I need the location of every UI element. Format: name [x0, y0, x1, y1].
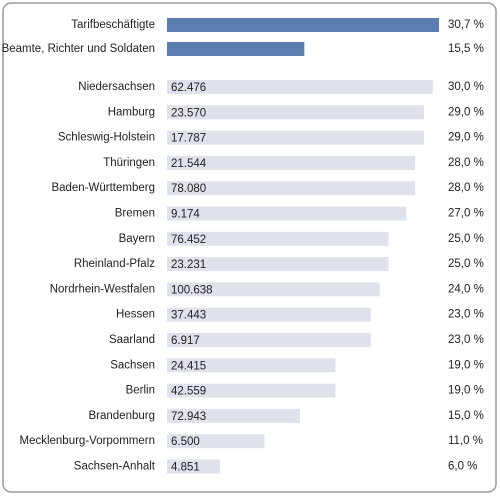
category-label: Rheinland-Pfalz [74, 258, 155, 270]
bar [167, 408, 300, 423]
count-label: 37.443 [171, 310, 206, 322]
value-label: 23,0 % [448, 334, 484, 346]
category-label: Saarland [109, 334, 155, 346]
bar [167, 257, 389, 272]
count-label: 17.787 [171, 133, 206, 145]
value-label: 27,0 % [448, 208, 484, 220]
bar [167, 459, 221, 474]
category-label: Bremen [115, 208, 155, 220]
bar [167, 231, 389, 246]
category-label: Berlin [126, 385, 155, 397]
count-label: 21.544 [171, 158, 207, 170]
count-label: 23.570 [171, 107, 206, 119]
category-label: Brandenburg [89, 410, 156, 422]
category-label: Bayern [119, 233, 155, 245]
category-label: Sachsen [110, 359, 155, 371]
value-label: 11,0 % [448, 435, 483, 447]
bar [167, 42, 305, 56]
count-label: 42.559 [171, 386, 206, 398]
count-label: 23.231 [171, 259, 206, 271]
value-label: 19,0 % [448, 359, 484, 371]
value-label: 29,0 % [448, 106, 484, 118]
count-label: 6.500 [171, 436, 200, 448]
value-label: 30,0 % [448, 81, 484, 93]
value-label: 24,0 % [448, 283, 484, 295]
count-label: 4.851 [171, 462, 200, 474]
bar [167, 358, 336, 373]
bar [167, 307, 371, 322]
category-label: Hessen [116, 309, 155, 321]
category-label: Tarifbeschäftigte [71, 19, 155, 31]
value-label: 29,0 % [448, 132, 484, 144]
bar [167, 434, 265, 449]
value-label: 25,0 % [448, 258, 484, 270]
category-label: Mecklenburg-Vorpommern [19, 435, 155, 447]
value-label: 28,0 % [448, 182, 484, 194]
count-label: 78.080 [171, 183, 206, 195]
count-label: 9.174 [171, 209, 200, 221]
bar [167, 155, 416, 170]
category-label: Beamte, Richter und Soldaten [2, 43, 155, 55]
category-label: Schleswig-Holstein [58, 132, 155, 144]
bar [167, 18, 439, 32]
count-label: 62.476 [171, 82, 206, 94]
bar [167, 105, 424, 120]
count-label: 6.917 [171, 335, 200, 347]
count-label: 100.638 [171, 284, 213, 296]
bar [167, 130, 424, 145]
value-label: 15,5 % [448, 43, 484, 55]
value-label: 30,7 % [448, 19, 484, 31]
category-label: Nordrhein-Westfalen [50, 283, 155, 295]
category-label: Hamburg [108, 106, 155, 118]
bar [167, 181, 416, 196]
bar [167, 333, 371, 347]
count-label: 24.415 [171, 360, 206, 372]
bar [167, 383, 336, 398]
bar [167, 80, 433, 94]
count-label: 72.943 [171, 411, 206, 423]
count-label: 76.452 [171, 234, 206, 246]
value-label: 19,0 % [448, 385, 484, 397]
category-label: Niedersachsen [78, 81, 155, 93]
value-label: 6,0 % [448, 461, 477, 473]
value-label: 15,0 % [448, 410, 484, 422]
bar [167, 282, 380, 297]
category-label: Baden-Württemberg [51, 182, 155, 194]
value-label: 23,0 % [448, 309, 484, 321]
value-label: 28,0 % [448, 157, 484, 169]
category-label: Sachsen-Anhalt [74, 461, 156, 473]
frame [2, 2, 497, 493]
category-label: Thüringen [103, 157, 155, 169]
bar [167, 206, 407, 221]
value-label: 25,0 % [448, 233, 484, 245]
